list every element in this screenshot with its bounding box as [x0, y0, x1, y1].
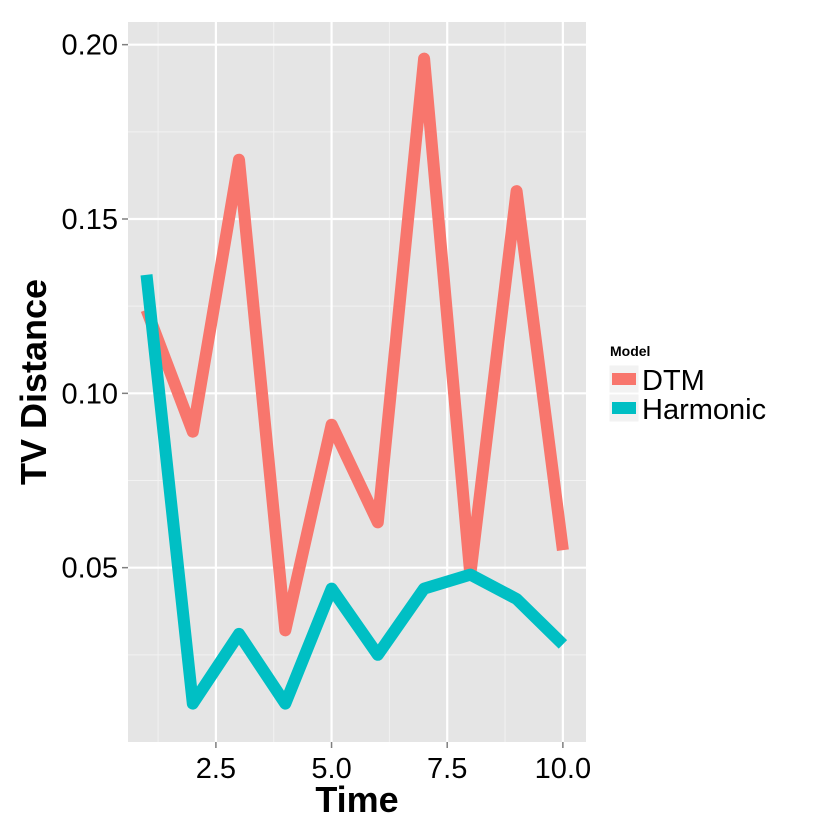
series-line-harmonic — [140, 274, 568, 710]
x-tick-label: 5.0 — [311, 753, 351, 785]
y-axis-ticks: 0.05 0.10 0.15 0.20 — [62, 30, 128, 585]
x-tick-label: 2.5 — [196, 753, 236, 785]
legend-label-harmonic: Harmonic — [642, 394, 766, 426]
x-tick-label: 7.5 — [427, 753, 467, 785]
y-axis-title: TV Distance — [13, 279, 54, 485]
legend-title: Model — [610, 343, 650, 359]
series-lines — [140, 52, 569, 710]
y-tick-label: 0.05 — [62, 553, 118, 585]
series-line-dtm — [140, 52, 569, 637]
x-axis-title: Time — [315, 779, 398, 820]
x-tick-label: 10.0 — [535, 753, 591, 785]
legend-label-dtm: DTM — [642, 365, 705, 397]
y-tick-label: 0.10 — [62, 378, 118, 410]
x-axis-ticks: 2.5 5.0 7.5 10.0 — [196, 742, 591, 785]
y-tick-label: 0.20 — [62, 30, 118, 62]
y-tick-label: 0.15 — [62, 204, 118, 236]
